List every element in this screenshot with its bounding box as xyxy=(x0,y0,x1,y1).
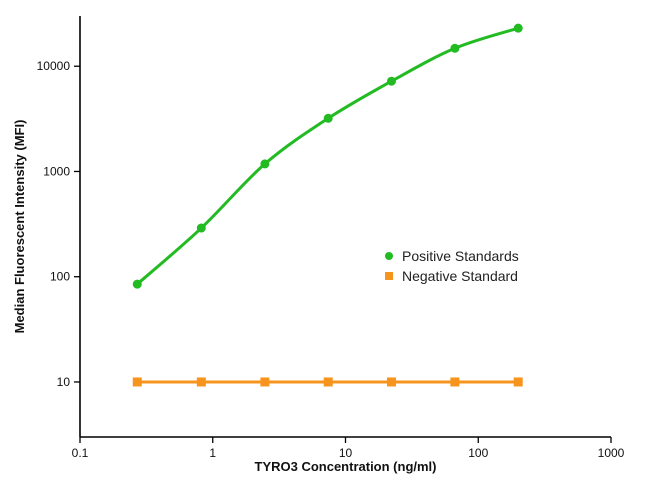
x-tick-label: 0.1 xyxy=(72,446,89,460)
data-point xyxy=(132,377,142,387)
legend-label: Negative Standard xyxy=(402,268,518,284)
series-line-0 xyxy=(135,26,520,286)
axes xyxy=(79,16,611,438)
y-tick-label: 10000 xyxy=(37,59,71,73)
x-axis-title: TYRO3 Concentration (ng/ml) xyxy=(255,459,437,474)
data-point xyxy=(196,377,206,387)
data-point xyxy=(513,377,523,387)
data-point xyxy=(450,43,460,53)
x-tick-label: 1 xyxy=(209,446,216,460)
y-tick-label: 10 xyxy=(57,375,71,389)
legend-label: Positive Standards xyxy=(402,248,519,264)
data-point xyxy=(132,279,142,289)
series-layer xyxy=(132,23,523,387)
data-point xyxy=(323,113,333,123)
x-tick-label: 100 xyxy=(468,446,488,460)
ticks: 0.1 1 10 100 1000 10 100 1000 10000 xyxy=(37,59,625,460)
y-axis-title: Median Fluorescent Intensity (MFI) xyxy=(12,120,27,334)
data-point xyxy=(260,159,270,169)
data-point xyxy=(260,377,270,387)
data-point xyxy=(196,223,206,233)
x-tick-label: 10 xyxy=(339,446,353,460)
data-point xyxy=(323,377,333,387)
legend: Positive Standards Negative Standard xyxy=(385,248,519,284)
legend-marker xyxy=(385,252,393,260)
y-tick-label: 100 xyxy=(50,270,70,284)
data-point xyxy=(513,23,523,33)
data-point xyxy=(386,76,396,86)
data-point xyxy=(450,377,460,387)
x-tick-label: 1000 xyxy=(598,446,625,460)
y-tick-label: 1000 xyxy=(43,164,70,178)
legend-marker xyxy=(385,272,393,280)
data-point xyxy=(386,377,396,387)
